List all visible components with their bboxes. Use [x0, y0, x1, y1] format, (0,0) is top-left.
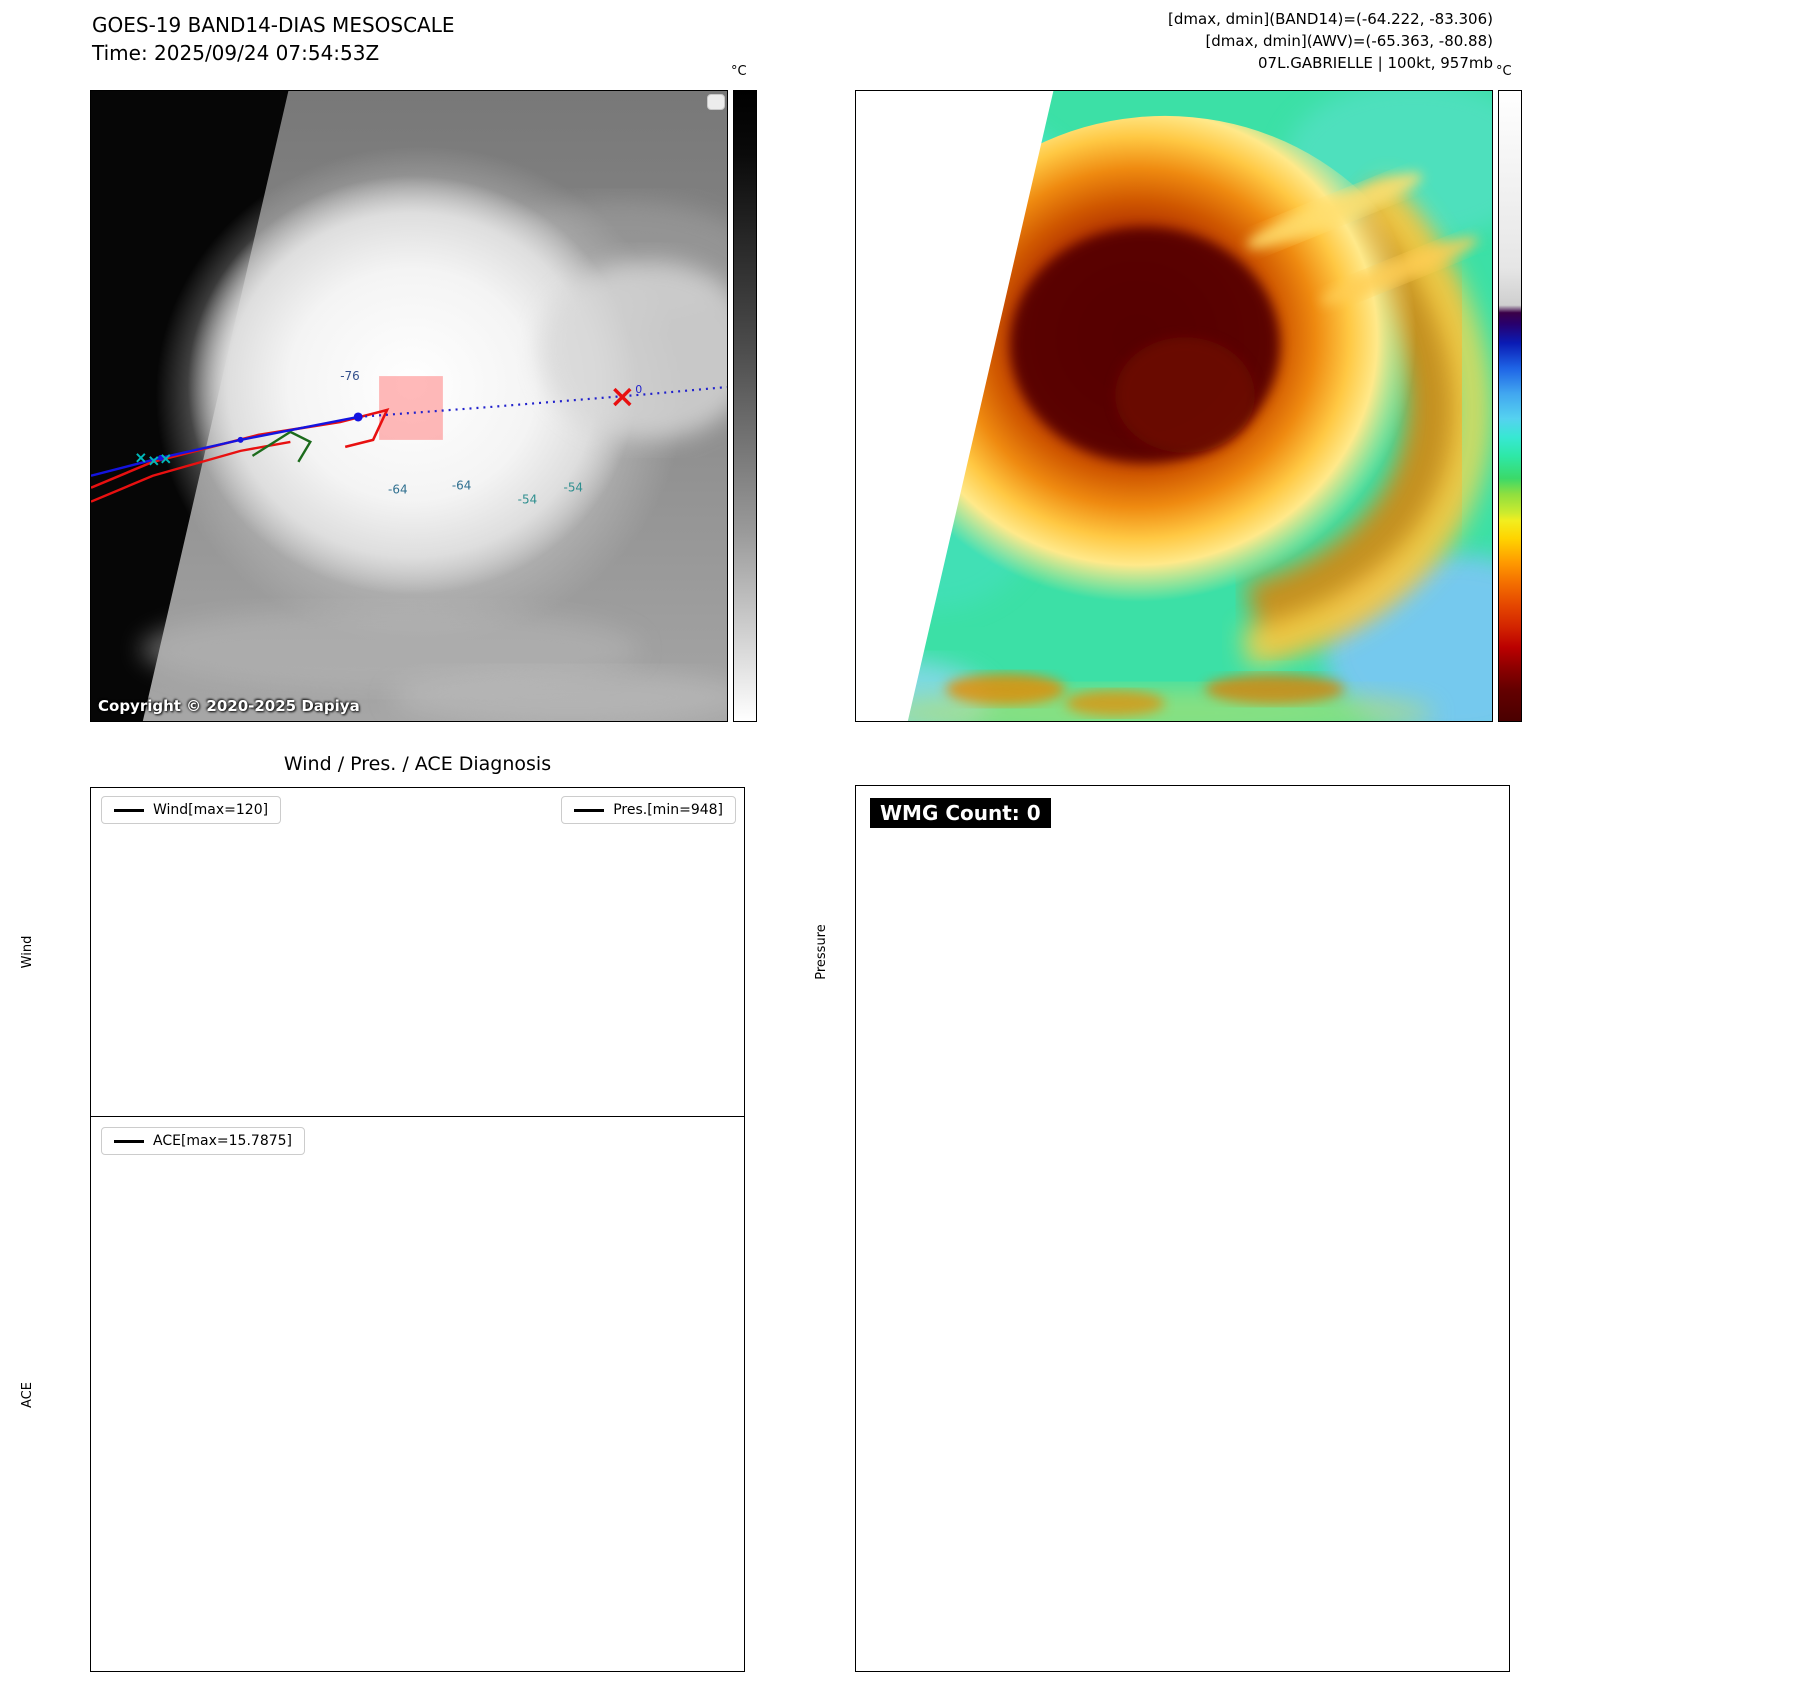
forecast-hour-label: 0 [635, 383, 642, 396]
scan-edge-nodata [856, 91, 1054, 721]
grayscale-colorbar [733, 90, 757, 722]
wmg-count-badge: WMG Count: 0 [870, 798, 1051, 828]
contour-label-group: -76 -64 -64 -54 -54 [340, 369, 583, 507]
ace-legend: ACE[max=15.7875] [101, 1127, 306, 1155]
ace-axis-label: ACE [20, 1382, 35, 1408]
wmg-map: WMG Count: 0 [855, 785, 1510, 1672]
wmg-grid [856, 786, 1509, 1671]
contour-label: -64 [388, 483, 408, 497]
pressure-legend: Pres.[min=948] [561, 796, 736, 824]
grayscale-satellite-scene: -76 -64 -64 -54 -54 0 [91, 91, 727, 721]
track-dot [237, 436, 244, 443]
track-overlays: 0 [91, 376, 727, 503]
adt-track-line [251, 430, 313, 463]
wind-axis-label: Wind [20, 935, 35, 969]
contour-label: -54 [518, 493, 538, 507]
grayscale-satellite-map: -76 -64 -64 -54 -54 0 Copyright © 2020-2… [90, 90, 728, 722]
wind-line-icon [114, 808, 144, 812]
ace-plot [91, 1117, 744, 1670]
color-satellite-map [855, 90, 1493, 722]
wind-legend: Wind[max=120] [101, 796, 282, 824]
track-dot [353, 412, 363, 422]
contour-label: -54 [564, 481, 584, 495]
dmax-awv-readout: [dmax, dmin](AWV)=(-65.363, -80.88) [1205, 32, 1493, 50]
jtwc-track-line [91, 415, 359, 477]
colorbar-unit: °C [731, 64, 747, 79]
dmax-band14-readout: [dmax, dmin](BAND14)=(-64.222, -83.306) [1168, 10, 1493, 28]
color-satellite-scene [856, 91, 1492, 721]
diagnosis-title: Wind / Pres. / ACE Diagnosis [283, 753, 552, 775]
pressure-axis-label: Pressure [814, 924, 829, 980]
copyright-watermark: Copyright © 2020-2025 Dapiya [98, 697, 360, 715]
contour-label: -76 [340, 369, 360, 383]
color-ir-colorbar [1498, 90, 1522, 722]
wind-pressure-chart: Wind[max=120] Pres.[min=948] [90, 787, 745, 1117]
target-x-icon [613, 387, 632, 407]
ace-legend-label: ACE[max=15.7875] [153, 1133, 293, 1149]
mesoscale-target-box [379, 376, 443, 440]
satcon-x-markers [136, 453, 171, 466]
contour-label: -64 [452, 479, 472, 493]
map-legend [707, 94, 725, 110]
wind-legend-label: Wind[max=120] [153, 802, 269, 818]
ace-line-icon [114, 1139, 144, 1143]
colorbar-unit: °C [1496, 64, 1512, 79]
pressure-line-icon [574, 808, 605, 812]
goes-title-line2: Time: 2025/09/24 07:54:53Z [92, 41, 380, 65]
ace-chart: ACE[max=15.7875] [90, 1117, 745, 1672]
pressure-legend-label: Pres.[min=948] [613, 802, 723, 818]
storm-intensity-readout: 07L.GABRIELLE | 100kt, 957mb [1258, 54, 1493, 72]
wind-pressure-plot [91, 788, 744, 1116]
goes-title-line1: GOES-19 BAND14-DIAS MESOSCALE [92, 13, 455, 37]
